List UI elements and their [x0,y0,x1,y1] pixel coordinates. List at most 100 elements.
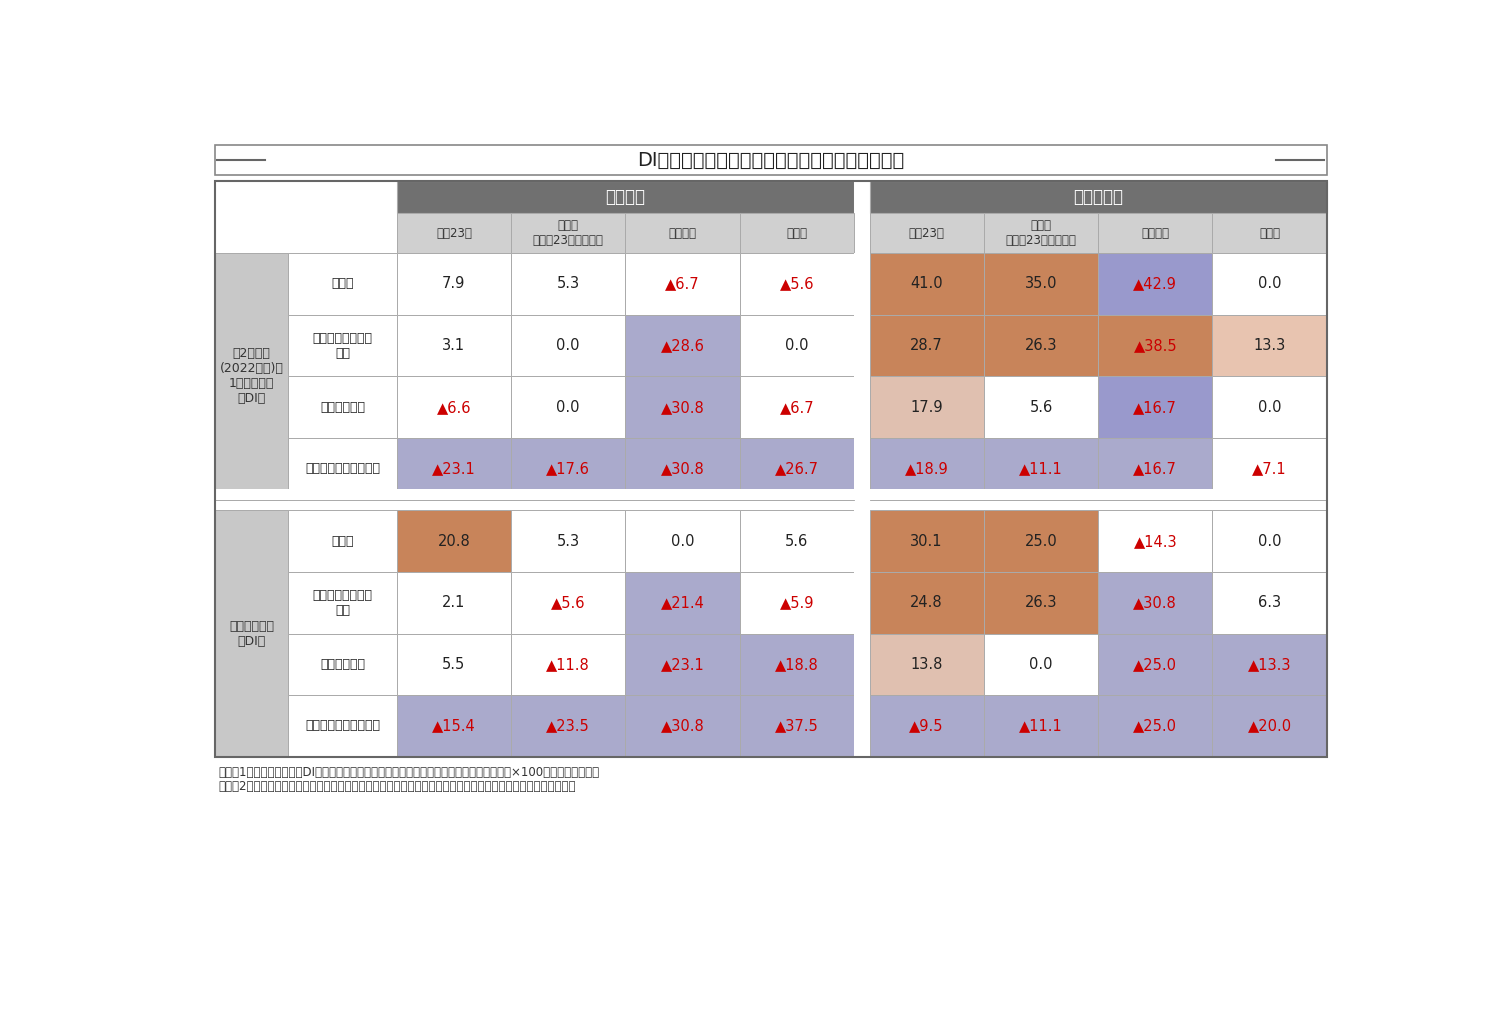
Bar [288,572,396,634]
Bar [984,253,1098,315]
Bar [1098,572,1212,634]
Text: ▲37.5: ▲37.5 [776,718,819,734]
Bar [288,695,396,757]
Bar [870,634,984,695]
Bar [1098,376,1212,438]
Text: ▲9.5: ▲9.5 [909,718,944,734]
Bar [853,634,870,695]
Text: 5.5: 5.5 [442,657,465,672]
Text: ダウンタイム: ダウンタイム [320,400,364,414]
Bar [870,315,984,376]
Text: ▲30.8: ▲30.8 [660,718,705,734]
Text: 7.9: 7.9 [442,276,465,291]
Bar [870,695,984,757]
Bar [853,180,870,253]
Text: ▲7.1: ▲7.1 [1252,462,1287,476]
Text: 2．「ダウンタイム」とは、前テナントの契約終了から新テナントの契約開始までの空室期間を指します。: 2．「ダウンタイム」とは、前テナントの契約終了から新テナントの契約開始までの空室… [219,780,576,793]
Bar [626,634,740,695]
Bar [870,438,984,499]
Text: ▲14.3: ▲14.3 [1134,534,1178,548]
Text: 0.0: 0.0 [670,534,694,548]
Bar [853,695,870,757]
Bar [396,315,512,376]
Text: ▲23.1: ▲23.1 [660,657,705,672]
Bar [396,213,512,253]
Bar [214,511,288,757]
Bar [740,438,853,499]
Text: 東京23区: 東京23区 [909,226,945,239]
Text: ▲25.0: ▲25.0 [1134,718,1178,734]
Bar [626,315,740,376]
Bar [626,438,740,499]
Bar [740,376,853,438]
Text: 3.1: 3.1 [442,338,465,353]
Bar [740,253,853,315]
Text: 5.6: 5.6 [1029,399,1053,415]
Text: 第2繁忙期
(2022年秋)と
1年前の比較
（DI）: 第2繁忙期 (2022年秋)と 1年前の比較 （DI） [219,347,284,406]
Bar [740,634,853,695]
Text: ▲15.4: ▲15.4 [432,718,476,734]
Text: ▲30.8: ▲30.8 [1134,595,1178,610]
Bar [396,695,512,757]
Bar [984,438,1098,499]
Bar [1212,376,1326,438]
Text: ▲26.7: ▲26.7 [776,462,819,476]
Text: 大阪市: 大阪市 [1258,226,1280,239]
Text: 28.7: 28.7 [910,338,944,353]
Bar [396,253,512,315]
Bar [214,253,288,499]
Bar [1212,511,1326,572]
Text: ▲30.8: ▲30.8 [660,462,705,476]
Bar [512,572,626,634]
Text: ▲11.8: ▲11.8 [546,657,590,672]
Text: 25.0: 25.0 [1024,534,1057,548]
Bar [626,695,740,757]
Text: 20.8: 20.8 [438,534,471,548]
Bar [870,511,984,572]
Text: テナント入替時の
賃料: テナント入替時の 賃料 [312,589,372,616]
Bar [1098,695,1212,757]
Bar [512,253,626,315]
Bar [288,634,396,695]
Bar [512,315,626,376]
Bar [626,253,740,315]
Text: 26.3: 26.3 [1024,338,1057,353]
Text: ▲5.6: ▲5.6 [550,595,585,610]
Bar [512,695,626,757]
Text: ▲20.0: ▲20.0 [1248,718,1292,734]
Text: 広告費・フリーレント: 広告費・フリーレント [304,719,380,733]
Bar [626,511,740,572]
Bar [740,315,853,376]
Bar [1212,634,1326,695]
Text: 半年後の予想
（DI）: 半年後の予想 （DI） [230,620,274,647]
Bar [984,695,1098,757]
Text: ▲6.6: ▲6.6 [436,399,471,415]
Text: ダウンタイム: ダウンタイム [320,658,364,671]
Text: テナント入替時の
賃料: テナント入替時の 賃料 [312,331,372,360]
Bar [1098,315,1212,376]
Text: ▲18.8: ▲18.8 [776,657,819,672]
Bar [288,511,396,572]
Bar [512,438,626,499]
Text: ▲18.9: ▲18.9 [904,462,948,476]
Text: 0.0: 0.0 [556,338,580,353]
Text: 30.1: 30.1 [910,534,944,548]
Bar [396,438,512,499]
Bar [740,572,853,634]
Bar [853,572,870,634]
Bar [396,572,512,634]
Bar [740,695,853,757]
Bar [984,376,1098,438]
Bar [1212,253,1326,315]
Bar [853,253,870,315]
Bar [984,315,1098,376]
Bar [1212,695,1326,757]
Bar [512,634,626,695]
Text: ▲21.4: ▲21.4 [660,595,705,610]
Text: ▲23.1: ▲23.1 [432,462,476,476]
Bar [870,180,1326,213]
Bar [853,511,870,572]
Text: ▲17.6: ▲17.6 [546,462,590,476]
Bar [1212,438,1326,499]
Bar [1098,438,1212,499]
